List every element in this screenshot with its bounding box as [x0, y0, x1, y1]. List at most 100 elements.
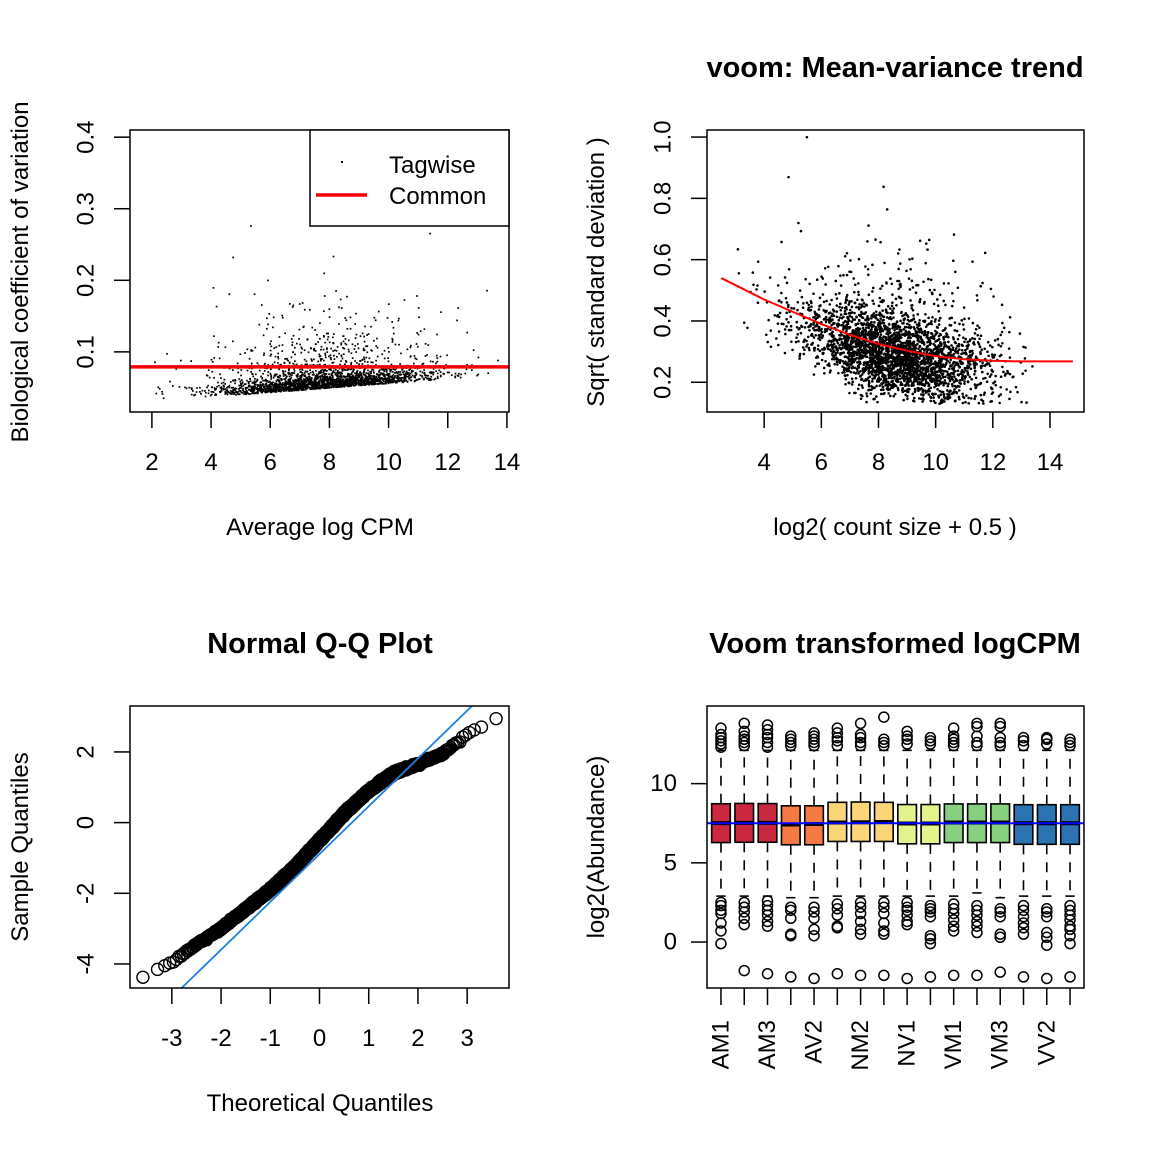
voom-point — [842, 368, 846, 372]
tagwise-point — [363, 371, 366, 373]
voom-point — [982, 377, 985, 380]
voom-point — [951, 391, 955, 395]
tagwise-point — [334, 349, 336, 352]
tagwise-point — [326, 370, 328, 372]
tagwise-point — [339, 372, 341, 375]
tagwise-point — [377, 374, 380, 376]
voom-point — [976, 341, 980, 344]
voom-point — [887, 387, 890, 391]
tagwise-point — [332, 342, 335, 345]
voom-point — [934, 340, 937, 343]
voom-point — [916, 382, 920, 386]
tagwise-point — [371, 381, 373, 384]
tagwise-point — [329, 379, 332, 382]
tagwise-point — [344, 317, 347, 319]
voom-point — [789, 324, 793, 328]
tagwise-point — [303, 388, 305, 391]
tagwise-point — [307, 351, 310, 354]
voom-point — [791, 348, 794, 352]
tagwise-point — [368, 382, 371, 384]
tagwise-point — [261, 389, 264, 391]
voom-point — [857, 322, 860, 325]
voom-point — [934, 384, 938, 387]
tagwise-point — [401, 377, 404, 379]
voom-point — [877, 304, 881, 308]
voom-point — [860, 384, 864, 387]
tagwise-point — [341, 369, 344, 372]
tagwise-point — [273, 390, 275, 393]
tagwise-point — [206, 386, 208, 389]
voom-point — [830, 314, 833, 318]
tagwise-point — [158, 387, 161, 390]
tagwise-point — [348, 381, 351, 384]
tagwise-point — [289, 381, 292, 383]
tagwise-point — [373, 377, 375, 379]
tagwise-point — [302, 382, 305, 385]
voom-point — [901, 314, 904, 318]
voom-point — [913, 346, 917, 350]
voom-point — [957, 389, 961, 392]
tagwise-point — [204, 395, 207, 398]
tagwise-point — [457, 375, 460, 377]
tagwise-point — [308, 373, 311, 376]
voom-point — [963, 340, 966, 344]
voom-point — [785, 301, 789, 304]
tagwise-point — [240, 386, 242, 389]
voom-point — [764, 333, 768, 337]
bcv-xtick-label: 8 — [323, 449, 336, 476]
tagwise-point — [460, 373, 462, 376]
tagwise-point — [287, 383, 290, 386]
voom-point — [817, 329, 821, 332]
voom-point — [879, 240, 882, 244]
voom-point — [847, 360, 850, 363]
voom-point — [928, 338, 931, 341]
tagwise-point — [338, 352, 340, 355]
tagwise-point — [251, 388, 253, 391]
voom-point — [927, 383, 931, 386]
tagwise-point — [385, 377, 388, 380]
tagwise-point — [390, 381, 393, 384]
tagwise-point — [466, 331, 469, 334]
tagwise-point — [335, 381, 337, 384]
tagwise-point — [268, 312, 271, 315]
tagwise-point — [331, 371, 334, 374]
voom-point — [928, 343, 932, 347]
tagwise-point — [387, 382, 390, 385]
tagwise-point — [349, 380, 352, 382]
tagwise-point — [304, 388, 307, 391]
voom-point — [863, 305, 866, 308]
tagwise-point — [433, 378, 436, 381]
tagwise-point — [282, 390, 285, 392]
tagwise-point — [424, 374, 426, 376]
tagwise-point — [244, 388, 247, 390]
tagwise-point — [335, 355, 338, 358]
tagwise-point — [354, 372, 356, 375]
tagwise-point — [436, 375, 439, 378]
voom-point — [880, 388, 883, 392]
tagwise-point — [367, 369, 369, 372]
tagwise-point — [375, 377, 377, 380]
tagwise-point — [224, 393, 227, 395]
tagwise-point — [403, 373, 406, 376]
voom-point — [999, 344, 1003, 348]
voom-point — [845, 355, 849, 359]
tagwise-point — [288, 375, 291, 378]
tagwise-point — [267, 364, 269, 366]
voom-point — [818, 296, 822, 300]
tagwise-point — [309, 376, 311, 379]
voom-point — [918, 239, 922, 243]
voom-point — [818, 349, 822, 353]
tagwise-point — [305, 360, 308, 363]
tagwise-point — [326, 348, 328, 351]
tagwise-point — [300, 374, 303, 377]
tagwise-point — [261, 390, 264, 393]
tagwise-point — [371, 379, 374, 382]
tagwise-point — [292, 351, 294, 354]
voom-point — [882, 388, 885, 392]
voom-point — [847, 349, 851, 352]
tagwise-point — [430, 371, 432, 373]
voom-point — [976, 298, 979, 302]
tagwise-point — [241, 381, 244, 384]
voom-point — [799, 229, 803, 233]
tagwise-point — [278, 374, 281, 377]
